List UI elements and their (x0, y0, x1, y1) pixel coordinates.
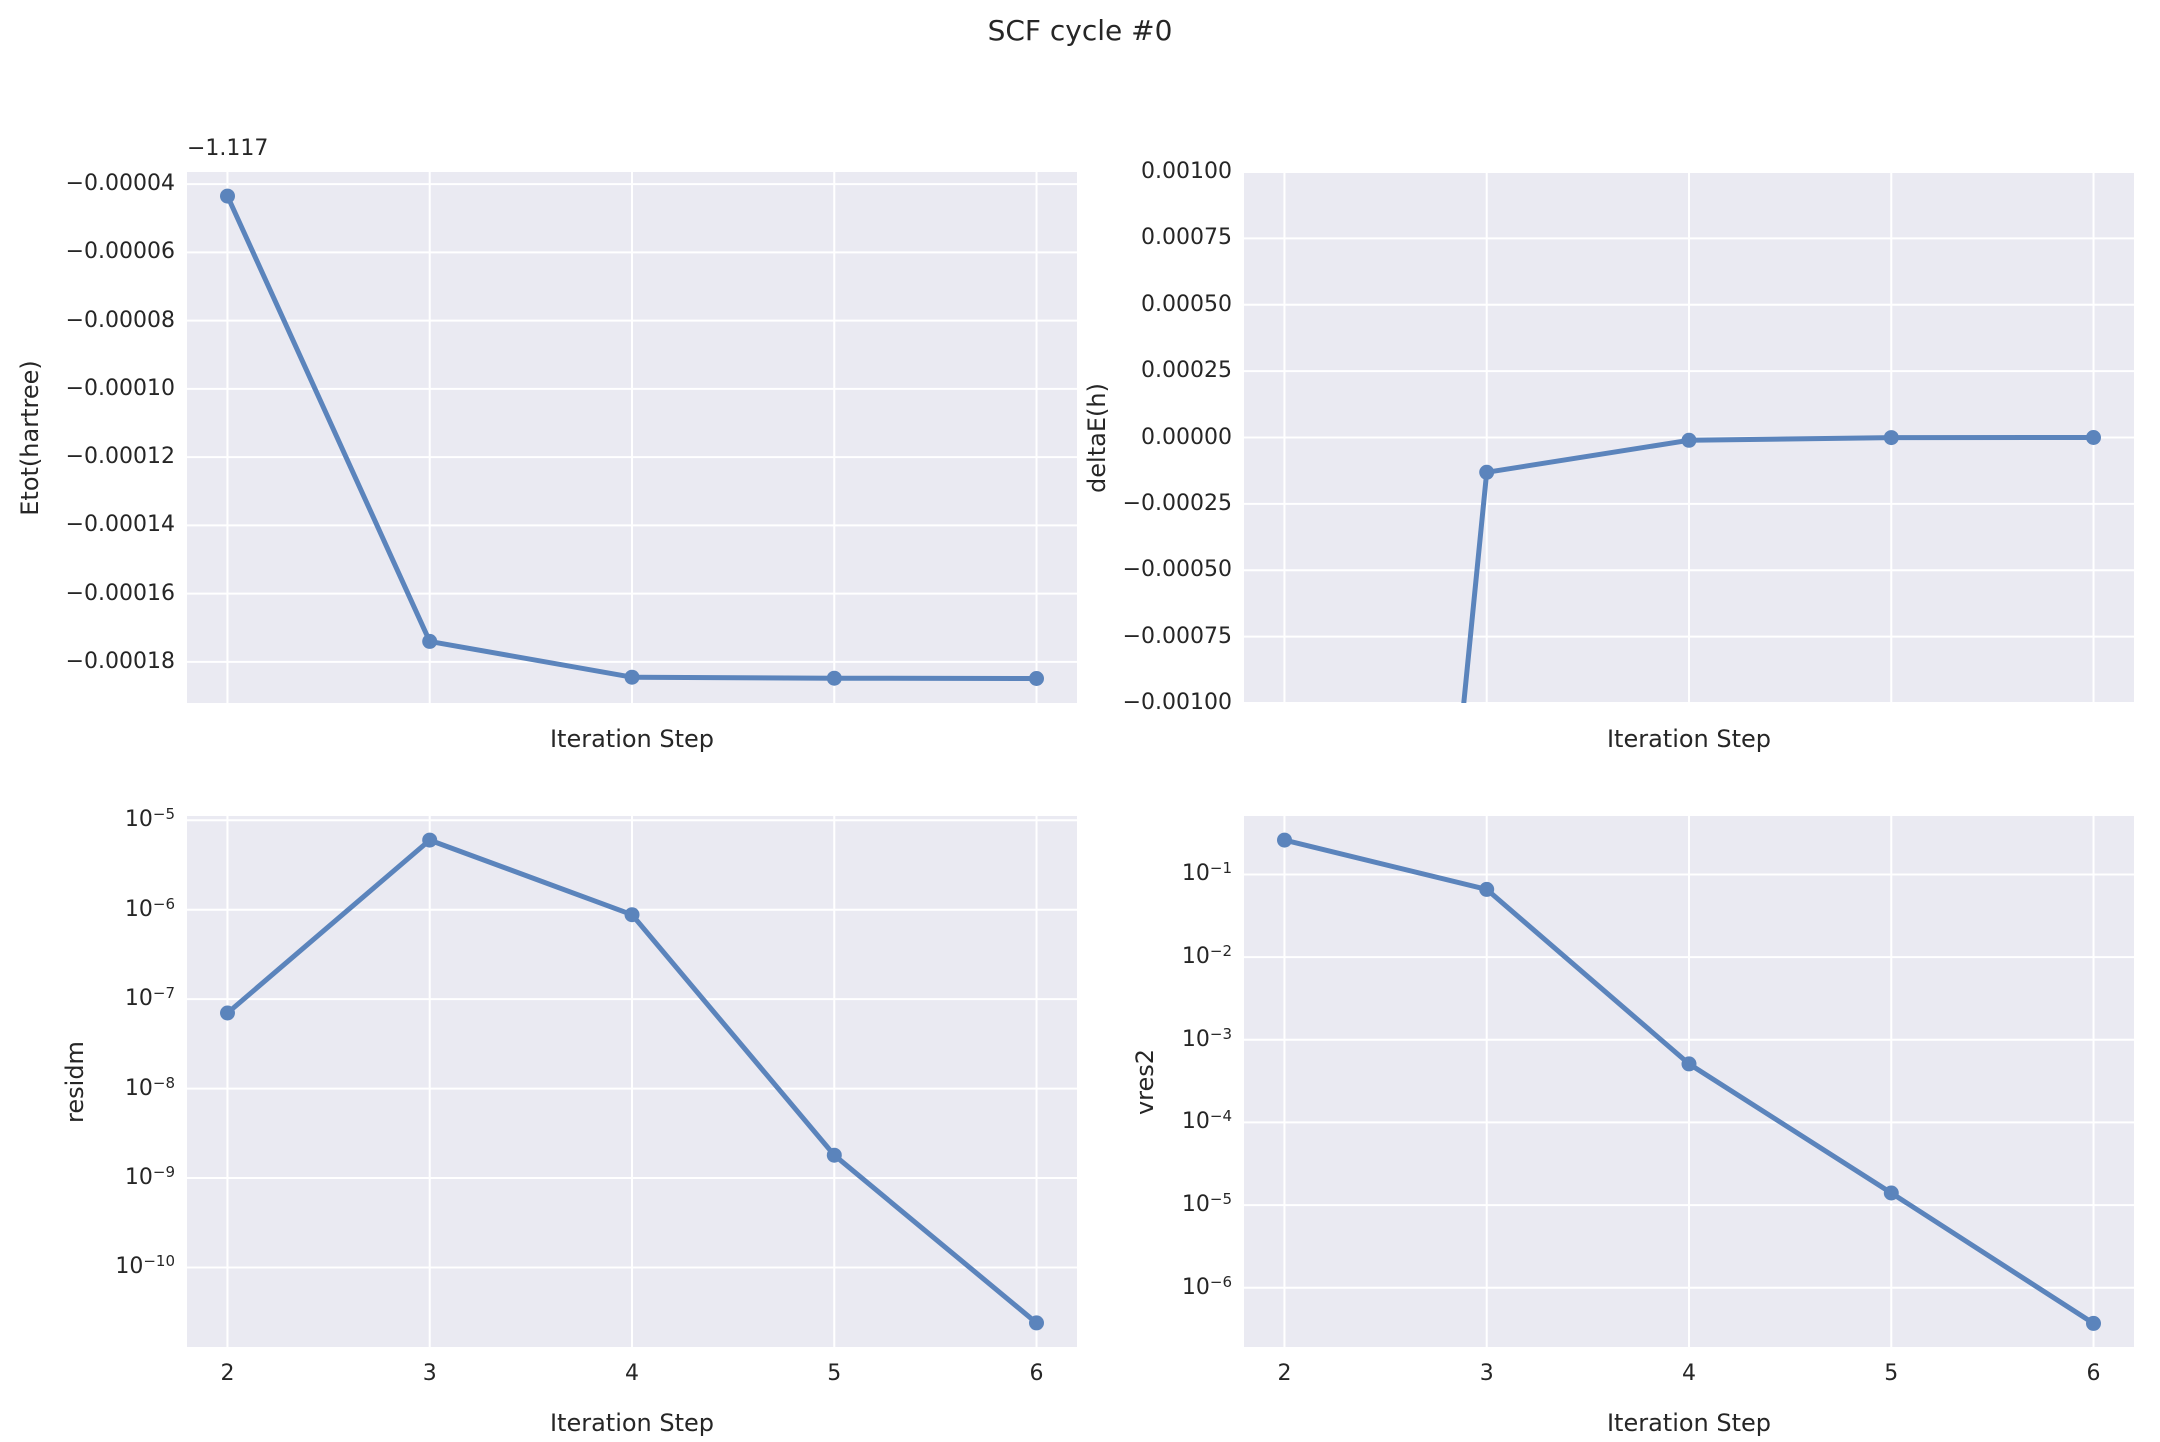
gridlines (187, 816, 1077, 1347)
y-tick-label: 10−2 (1181, 942, 1232, 970)
axes-etot (187, 172, 1077, 703)
y-tick-label: 0.00075 (1141, 225, 1232, 251)
x-axis-label: Iteration Step (1606, 1409, 1772, 1437)
axes-residm (187, 816, 1077, 1347)
y-tick-label: 10−5 (124, 805, 175, 833)
data-point (624, 669, 640, 685)
x-tick-label: 5 (827, 1361, 842, 1386)
plot-deltaE (1244, 172, 2134, 703)
y-tick-label: −0.00025 (1122, 490, 1232, 516)
y-tick-label: −0.00006 (65, 239, 175, 265)
data-point (422, 633, 438, 649)
y-tick-label: 10−3 (1181, 1024, 1232, 1052)
data-point (826, 1147, 842, 1163)
y-tick-label: −0.00004 (65, 171, 175, 197)
data-point (826, 670, 842, 686)
data-point (1277, 832, 1292, 848)
x-tick-label: 6 (1029, 1361, 1044, 1386)
data-point (1479, 881, 1495, 897)
x-tick-label: 2 (1277, 1361, 1292, 1386)
y-tick-label: −0.00050 (1122, 557, 1232, 583)
y-tick-label: 10−8 (124, 1073, 175, 1101)
x-axis-label: Iteration Step (1606, 725, 1772, 753)
y-tick-label: −0.00075 (1122, 623, 1232, 649)
gridlines (1244, 172, 2134, 703)
y-tick-label: 10−7 (124, 984, 175, 1012)
data-point (2086, 1315, 2101, 1331)
y-axis-label: residm (61, 1040, 89, 1123)
data-point (1479, 464, 1495, 480)
x-axis-label: Iteration Step (549, 725, 715, 753)
axes-deltaE (1244, 172, 2134, 703)
gridlines (187, 172, 1077, 703)
data-point (220, 1005, 235, 1021)
plot-vres2 (1244, 816, 2134, 1347)
data-point (1681, 432, 1697, 448)
x-tick-label: 6 (2086, 1361, 2101, 1386)
y-tick-label: −0.00008 (65, 307, 175, 333)
y-tick-label: 10−5 (1181, 1190, 1232, 1218)
y-tick-label: 10−10 (115, 1252, 175, 1280)
data-point (2086, 430, 2101, 445)
data-point (1883, 430, 1899, 446)
axes-vres2 (1244, 816, 2134, 1347)
x-tick-label: 3 (1479, 1361, 1494, 1386)
data-point (422, 832, 438, 848)
y-tick-label: −0.00014 (65, 512, 175, 538)
data-point (1681, 1056, 1697, 1072)
y-tick-label: −0.00016 (65, 580, 175, 606)
data-point (1883, 1185, 1899, 1201)
x-tick-label: 5 (1884, 1361, 1899, 1386)
data-point (220, 188, 235, 204)
y-tick-label: −0.00012 (65, 444, 175, 470)
y-tick-label: 0.00000 (1141, 424, 1232, 450)
y-tick-label: 0.00050 (1141, 291, 1232, 317)
x-tick-label: 3 (422, 1361, 437, 1386)
y-tick-label: −0.00018 (65, 648, 175, 674)
y-tick-label: −0.00010 (65, 375, 175, 401)
x-tick-label: 2 (220, 1361, 235, 1386)
y-axis-label: Etot(hartree) (16, 359, 44, 516)
plot-etot (187, 172, 1077, 703)
y-tick-label: −0.00100 (1122, 690, 1232, 715)
y-tick-label: 10−4 (1181, 1107, 1232, 1135)
x-tick-label: 4 (1682, 1361, 1696, 1386)
figure-title: SCF cycle #0 (987, 14, 1173, 47)
y-tick-label: 10−6 (1181, 1272, 1232, 1300)
data-point (1029, 671, 1044, 686)
y-tick-label: 0.00025 (1141, 358, 1232, 384)
y-tick-label: 10−6 (124, 894, 175, 922)
x-tick-label: 4 (625, 1361, 639, 1386)
y-tick-label: 10−9 (124, 1163, 175, 1191)
y-tick-label: 10−1 (1181, 859, 1232, 887)
y-axis-label: deltaE(h) (1083, 382, 1111, 493)
y-tick-label: 0.00100 (1141, 159, 1232, 184)
y-axis-label: vres2 (1131, 1048, 1159, 1115)
data-point (624, 907, 640, 923)
axis-offset-text: −1.117 (187, 136, 269, 161)
plot-residm (187, 816, 1077, 1347)
x-axis-label: Iteration Step (549, 1409, 715, 1437)
data-point (1029, 1315, 1044, 1331)
gridlines (1244, 816, 2134, 1347)
